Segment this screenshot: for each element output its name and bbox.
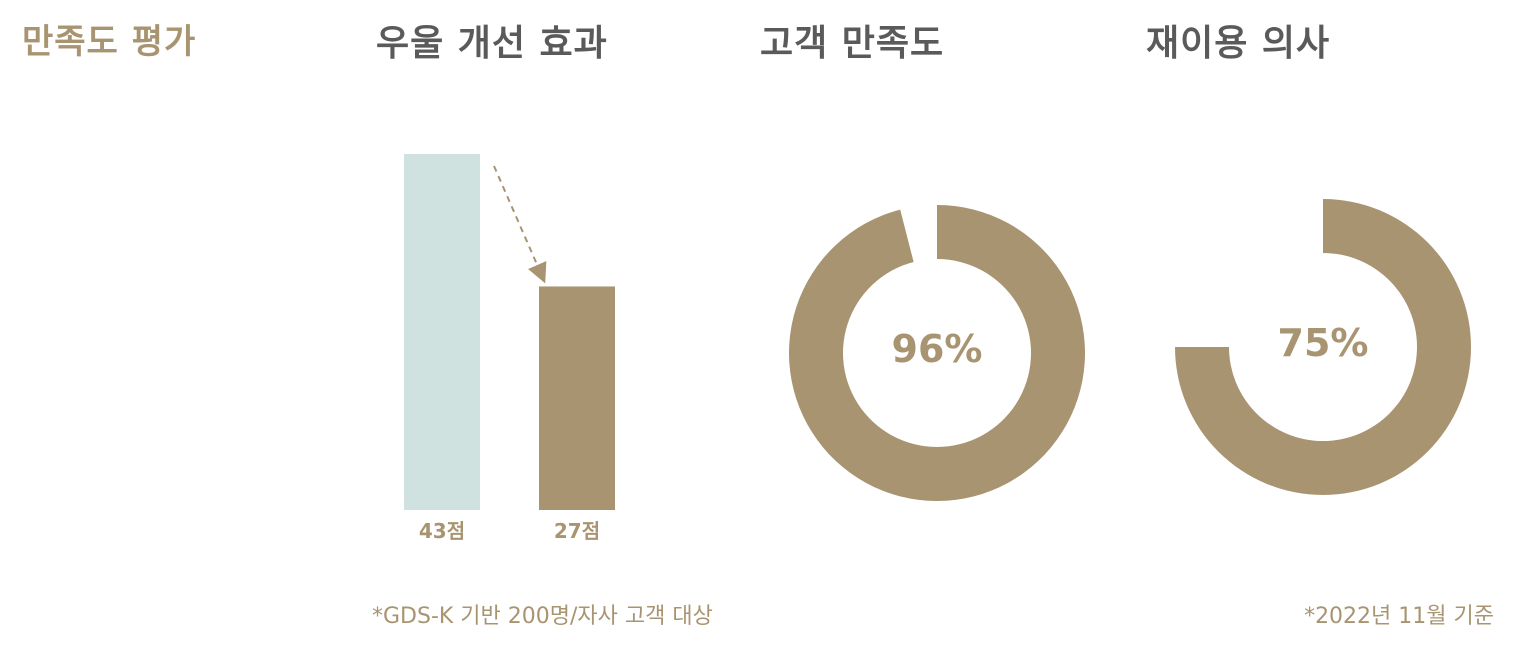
bar-label-before: 43점 (418, 519, 466, 543)
improvement-bar-chart (404, 154, 615, 510)
bar-before (404, 154, 480, 510)
satisfaction-arc (789, 205, 1085, 502)
satisfaction-title: 고객 만족도 (760, 23, 945, 64)
bar-after (539, 286, 615, 510)
reuse-arc (1175, 199, 1471, 495)
reuse-value-label: 75% (1278, 321, 1369, 365)
bar-label-after: 27점 (553, 519, 601, 543)
page-title: 만족도 평가 (22, 22, 197, 62)
trend-arrow (493, 165, 547, 284)
satisfaction-donut-chart: 96% (789, 205, 1085, 502)
reuse-title: 재이용 의사 (1146, 23, 1331, 64)
improvement-title: 우울 개선 효과 (376, 23, 608, 64)
satisfaction-value-label: 96% (892, 327, 983, 371)
footnote-right: *2022년 11월 기준 (1304, 604, 1494, 629)
reuse-donut-chart: 75% (1175, 199, 1471, 495)
footnote-left: *GDS-K 기반 200명/자사 고객 대상 (372, 604, 713, 629)
